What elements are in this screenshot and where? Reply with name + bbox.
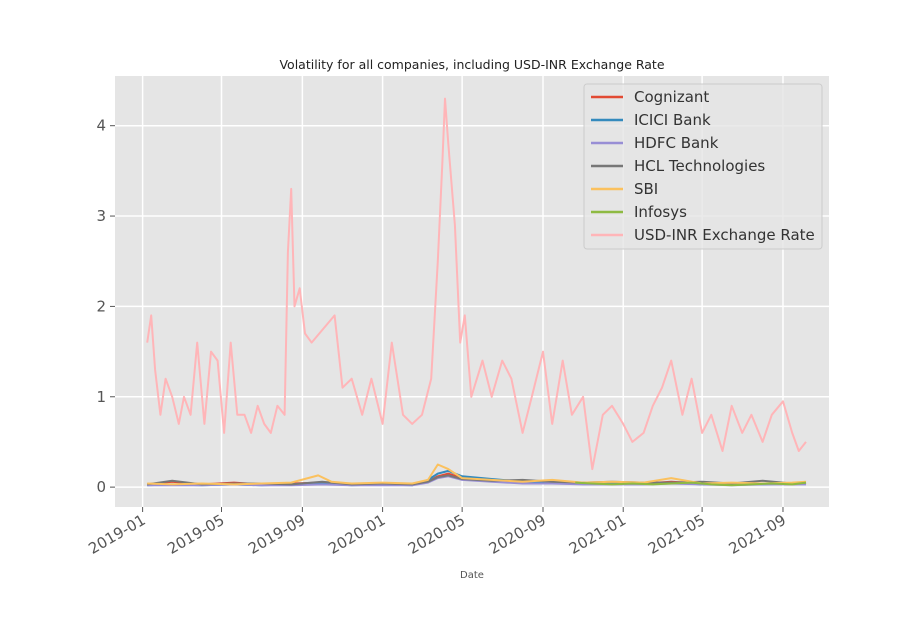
x-axis-label: Date [460,570,484,581]
y-tick-label: 4 [96,117,106,135]
legend-label: SBI [634,180,658,198]
legend-label: ICICI Bank [634,111,711,129]
legend-label: USD-INR Exchange Rate [634,226,815,244]
chart-legend: Cognizant ICICI Bank HDFC Bank HCL Technolo… [583,83,823,250]
series-line-usd-inr-exchange-rate [146,97,807,471]
series-lines [146,97,807,487]
y-tick-label: 3 [96,207,106,225]
x-tick-label: 2020-05 [405,511,468,558]
y-tick-label: 0 [96,478,106,496]
legend-box [583,83,823,250]
x-tick-labels: 2019-01 2019-05 2019-09 2020-01 2020-05 2020-… [85,507,789,558]
x-tick-label: 2020-01 [325,511,388,558]
x-tick-label: 2021-05 [645,511,708,558]
legend-label: HDFC Bank [634,134,719,152]
x-tick-label: 2019-05 [164,511,227,558]
x-tick-label: 2021-09 [726,511,789,558]
legend-label: HCL Technologies [634,157,765,175]
y-tick-labels: 0 1 2 3 4 [96,117,115,496]
legend-label: Cognizant [634,88,709,106]
x-tick-label: 2019-01 [85,511,148,558]
y-tick-label: 1 [96,388,106,406]
x-tick-label: 2019-09 [245,511,308,558]
x-tick-label: 2021-01 [566,511,629,558]
series-line-infosys [575,481,807,487]
x-tick-label: 2020-09 [486,511,549,558]
y-tick-label: 2 [96,297,106,315]
legend-label: Infosys [634,203,687,221]
chart-title: Volatility for all companies, including … [279,57,664,72]
